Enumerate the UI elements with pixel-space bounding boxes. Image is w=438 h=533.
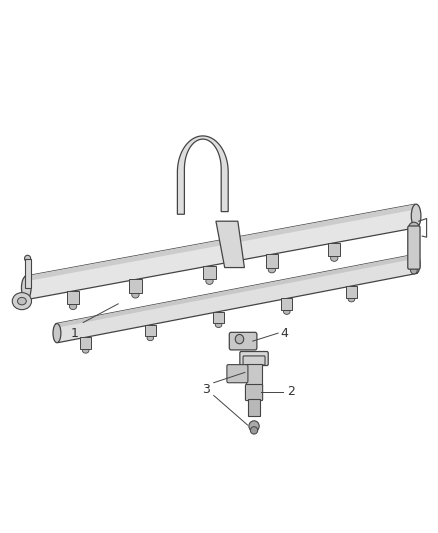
Text: 2: 2	[287, 385, 295, 398]
Polygon shape	[177, 136, 228, 214]
Polygon shape	[216, 221, 244, 268]
Ellipse shape	[215, 322, 222, 327]
Ellipse shape	[53, 324, 61, 343]
Text: 3: 3	[202, 383, 210, 395]
Text: 1: 1	[71, 327, 78, 340]
Text: 4: 4	[281, 327, 289, 340]
Ellipse shape	[411, 204, 421, 228]
Bar	[129, 279, 141, 293]
Polygon shape	[25, 204, 415, 281]
Ellipse shape	[283, 309, 290, 314]
Ellipse shape	[235, 335, 244, 344]
FancyBboxPatch shape	[240, 352, 268, 366]
Ellipse shape	[251, 426, 258, 434]
Bar	[145, 325, 156, 336]
Ellipse shape	[331, 255, 338, 261]
Bar	[80, 337, 91, 349]
Bar	[328, 243, 340, 256]
Ellipse shape	[21, 276, 31, 300]
Ellipse shape	[12, 293, 32, 310]
Ellipse shape	[410, 266, 417, 274]
FancyBboxPatch shape	[230, 333, 257, 350]
Ellipse shape	[409, 222, 419, 233]
Bar	[266, 254, 278, 268]
Bar	[281, 298, 292, 310]
Ellipse shape	[69, 303, 77, 310]
Ellipse shape	[412, 254, 420, 273]
Bar	[246, 364, 262, 385]
Ellipse shape	[206, 278, 213, 285]
Polygon shape	[56, 254, 415, 328]
Bar	[346, 286, 357, 297]
FancyBboxPatch shape	[227, 365, 248, 383]
FancyBboxPatch shape	[408, 226, 420, 269]
FancyBboxPatch shape	[245, 384, 263, 401]
Ellipse shape	[268, 266, 276, 273]
Bar	[67, 291, 79, 304]
Bar	[25, 259, 31, 288]
Bar	[248, 400, 260, 416]
Ellipse shape	[249, 421, 259, 432]
Ellipse shape	[18, 297, 26, 305]
Ellipse shape	[25, 255, 31, 262]
Polygon shape	[56, 254, 417, 343]
Bar	[203, 266, 215, 279]
Ellipse shape	[82, 348, 89, 353]
Polygon shape	[25, 204, 417, 300]
Ellipse shape	[132, 292, 139, 298]
Ellipse shape	[147, 335, 154, 341]
Bar	[213, 311, 224, 323]
FancyBboxPatch shape	[243, 356, 265, 365]
Ellipse shape	[348, 296, 355, 302]
